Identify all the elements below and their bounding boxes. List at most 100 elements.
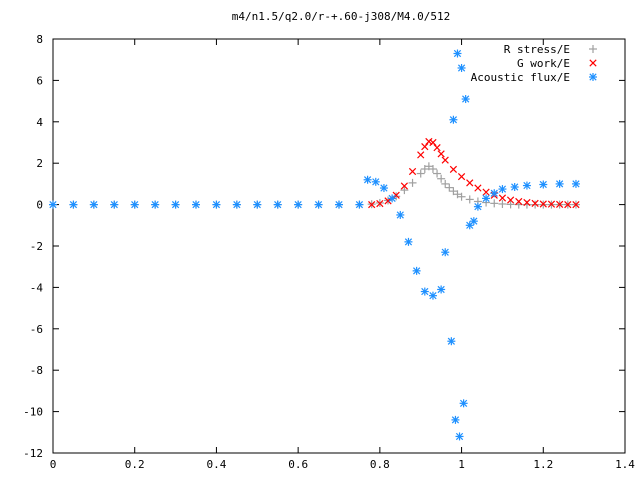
data-point <box>130 200 139 209</box>
plot-frame <box>52 38 626 454</box>
y-tick-label: 0 <box>36 199 43 212</box>
chart-title: m4/n1.5/q2.0/r-+.60-j308/M4.0/512 <box>232 10 451 23</box>
data-point <box>459 399 468 408</box>
data-point <box>408 167 417 176</box>
data-point <box>371 177 380 186</box>
data-point <box>171 200 180 209</box>
data-point <box>421 143 429 151</box>
data-point <box>428 164 437 173</box>
data-point <box>506 196 515 204</box>
data-point <box>363 175 372 184</box>
x-tick-label: 0.4 <box>206 458 226 471</box>
data-point <box>420 287 429 296</box>
data-point <box>469 217 478 226</box>
x-tick-label: 0 <box>50 458 57 471</box>
data-point <box>425 137 433 146</box>
data-point <box>437 174 446 183</box>
axis-ticks: 0 0.2 0.4 0.6 0.8 1 1.2 1.4 -12 -10 -8 -6 -4 -2 0 2 4 6 8 <box>23 33 635 471</box>
data-point <box>192 200 200 209</box>
data-point <box>473 202 482 211</box>
data-point <box>555 179 564 188</box>
data-point <box>424 162 433 171</box>
y-tick-label: 6 <box>36 74 43 87</box>
legend-marker <box>589 59 597 67</box>
data-point <box>396 210 405 219</box>
y-tick-label: -12 <box>23 447 43 460</box>
data-point <box>466 179 474 187</box>
data-point <box>498 199 507 208</box>
data-point <box>482 194 491 203</box>
series-marks <box>49 49 580 441</box>
data-point <box>455 432 464 441</box>
data-point <box>531 199 539 207</box>
data-point <box>571 179 580 188</box>
data-point <box>253 200 262 209</box>
data-point <box>412 266 421 275</box>
x-tick-label: 1.2 <box>533 458 553 471</box>
data-point <box>417 151 425 159</box>
data-point <box>510 183 519 192</box>
data-point <box>449 187 458 196</box>
data-point <box>400 182 408 190</box>
data-point <box>151 200 160 209</box>
x-tick-label: 0.8 <box>370 458 390 471</box>
data-point <box>564 200 572 209</box>
y-tick-label: -6 <box>30 323 43 336</box>
data-point <box>572 200 580 209</box>
y-tick-label: 2 <box>36 157 43 170</box>
x-tick-label: 1 <box>458 458 465 471</box>
data-point <box>355 200 364 209</box>
data-point <box>547 200 556 208</box>
data-point <box>404 237 413 246</box>
data-point <box>400 186 409 195</box>
y-tick-label: -10 <box>23 406 43 419</box>
data-point <box>408 178 417 187</box>
data-point <box>490 189 499 198</box>
data-point <box>539 180 548 189</box>
x-tick-label: 0.2 <box>125 458 145 471</box>
data-point <box>69 200 78 209</box>
data-point <box>445 183 454 192</box>
legend-label: R stress/E <box>504 43 570 56</box>
data-point <box>89 200 98 209</box>
y-tick-label: 4 <box>36 116 43 129</box>
data-point <box>335 200 343 209</box>
data-point <box>457 192 466 201</box>
data-point <box>429 138 437 147</box>
data-point <box>506 200 515 209</box>
data-point <box>437 150 445 158</box>
y-tick-label: -4 <box>30 281 44 294</box>
data-point <box>416 169 425 178</box>
y-tick-label: -8 <box>30 364 43 377</box>
data-point <box>379 184 388 193</box>
data-point <box>474 184 482 192</box>
data-point <box>453 49 462 58</box>
data-point <box>449 165 458 174</box>
y-tick-label: -2 <box>30 240 43 253</box>
data-point <box>49 200 57 209</box>
data-point <box>433 144 441 152</box>
series-1 <box>49 162 580 209</box>
y-tick-label: 8 <box>36 33 43 46</box>
data-point <box>420 164 429 173</box>
data-point <box>232 200 241 209</box>
data-point <box>498 185 507 194</box>
data-point <box>461 95 470 104</box>
x-tick-label: 0.6 <box>288 458 308 471</box>
data-point <box>294 200 303 209</box>
data-point <box>273 200 282 209</box>
x-tick-label: 1.4 <box>615 458 635 471</box>
data-point <box>451 415 460 424</box>
data-point <box>457 63 466 72</box>
data-point <box>498 194 507 202</box>
data-point <box>376 199 384 208</box>
data-point <box>515 197 523 206</box>
data-point <box>110 200 119 209</box>
data-point <box>449 115 458 124</box>
data-point <box>428 291 437 300</box>
legend-label: G work/E <box>517 57 570 70</box>
data-point <box>490 199 499 208</box>
data-point <box>437 285 446 294</box>
data-point <box>453 190 462 199</box>
